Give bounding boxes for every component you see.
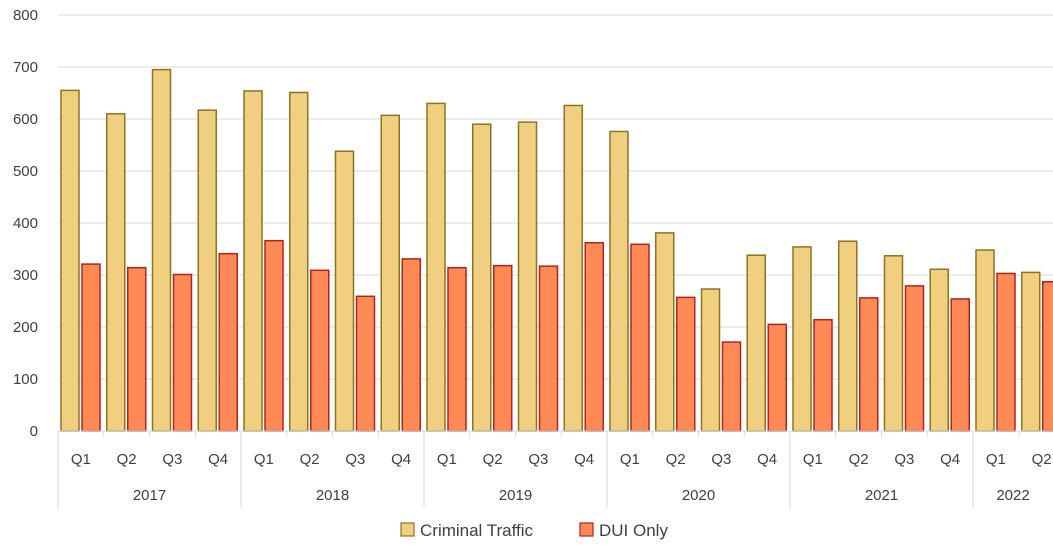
x-tick-quarter: Q1: [71, 451, 91, 468]
x-tick-year: 2020: [682, 487, 715, 504]
y-tick-label: 100: [13, 371, 38, 388]
x-tick-quarter: Q2: [1032, 451, 1052, 468]
bar-dui-only: [630, 243, 650, 432]
bar-criminal-traffic: [197, 109, 217, 432]
bar-criminal-traffic: [655, 232, 675, 432]
x-tick-quarter: Q2: [483, 451, 503, 468]
bar-criminal-traffic: [380, 114, 400, 432]
x-tick-year: 2022: [996, 487, 1029, 504]
x-tick-quarter: Q1: [254, 451, 274, 468]
x-tick-quarter: Q3: [528, 451, 548, 468]
bar-criminal-traffic: [883, 255, 904, 432]
bar-criminal-traffic: [792, 246, 812, 432]
bar-criminal-traffic: [517, 121, 538, 432]
bar-criminal-traffic: [929, 268, 949, 432]
bar-dui-only: [721, 341, 742, 432]
bar-criminal-traffic: [746, 254, 766, 432]
bar-criminal-traffic: [975, 249, 995, 432]
bar-criminal-traffic: [151, 68, 172, 432]
x-tick-quarter: Q2: [666, 451, 686, 468]
x-tick-quarter: Q3: [162, 451, 182, 468]
bar-dui-only: [813, 318, 833, 432]
bar-dui-only: [996, 272, 1016, 432]
bar-dui-only: [355, 295, 376, 432]
bar-criminal-traffic: [700, 288, 721, 432]
bar-criminal-traffic: [609, 130, 629, 432]
bar-dui-only: [767, 323, 787, 432]
y-tick-label: 800: [13, 7, 38, 24]
x-tick-quarter: Q1: [437, 451, 457, 468]
y-tick-label: 300: [13, 267, 38, 284]
x-tick-quarter: Q4: [574, 451, 594, 468]
y-tick-label: 700: [13, 59, 38, 76]
bar-dui-only: [859, 297, 879, 432]
bar-dui-only: [584, 242, 604, 432]
legend-label: DUI Only: [599, 521, 668, 540]
bars: [60, 68, 1053, 432]
bar-criminal-traffic: [472, 123, 492, 432]
bar-dui-only: [904, 285, 925, 432]
bar-criminal-traffic: [426, 102, 446, 432]
y-axis: 0 100 200 300 400 500 600 700 800: [13, 7, 38, 440]
x-tick-year: 2021: [865, 487, 898, 504]
x-tick-quarter: Q4: [757, 451, 777, 468]
bar-dui-only: [264, 239, 284, 432]
bar-dui-only: [676, 296, 696, 432]
x-tick-quarter: Q1: [986, 451, 1006, 468]
y-tick-label: 400: [13, 215, 38, 232]
legend-swatch: [400, 522, 415, 537]
x-tick-quarter: Q2: [300, 451, 320, 468]
x-tick-quarter: Q4: [391, 451, 411, 468]
x-tick-quarter: Q4: [940, 451, 960, 468]
bar-dui-only: [447, 266, 467, 432]
legend-swatch: [579, 522, 594, 537]
x-tick-year: 2017: [133, 487, 166, 504]
bar-dui-only: [1042, 281, 1053, 432]
bar-criminal-traffic: [1021, 271, 1041, 432]
bar-dui-only: [172, 273, 193, 432]
x-tick-quarter: Q4: [208, 451, 228, 468]
x-tick-year: 2019: [499, 487, 532, 504]
x-tick-quarter: Q3: [894, 451, 914, 468]
bar-dui-only: [81, 263, 101, 432]
x-tick-quarter: Q2: [849, 451, 869, 468]
x-axis: Q1 Q2 Q3 Q4 Q1 Q2 Q3 Q4 Q1 Q2 Q3 Q4 Q1 Q2 Q3 Q4 Q1 Q2 Q3 Q4…: [57, 430, 1053, 508]
bar-dui-only: [950, 298, 970, 432]
bar-dui-only: [310, 269, 330, 432]
legend: Criminal Traffic DUI Only: [400, 521, 668, 540]
y-tick-label: 500: [13, 163, 38, 180]
bar-criminal-traffic: [243, 90, 263, 432]
y-tick-label: 600: [13, 111, 38, 128]
legend-label: Criminal Traffic: [420, 521, 534, 540]
y-tick-label: 0: [30, 423, 38, 440]
x-tick-year: 2018: [316, 487, 349, 504]
bar-dui-only: [538, 265, 559, 432]
bar-criminal-traffic: [334, 150, 355, 432]
x-tick-quarter: Q3: [711, 451, 731, 468]
x-tick-quarter: Q1: [803, 451, 823, 468]
x-tick-quarter: Q2: [117, 451, 137, 468]
bar-dui-only: [127, 266, 147, 432]
bar-criminal-traffic: [106, 113, 126, 432]
bar-criminal-traffic: [60, 89, 80, 432]
bar-dui-only: [401, 258, 421, 432]
bar-criminal-traffic: [563, 104, 583, 432]
bar-criminal-traffic: [289, 91, 309, 432]
x-tick-quarter: Q1: [620, 451, 640, 468]
bar-dui-only: [493, 264, 513, 432]
bar-criminal-traffic: [838, 240, 858, 432]
bar-dui-only: [218, 252, 238, 432]
x-tick-quarter: Q3: [345, 451, 365, 468]
y-tick-label: 200: [13, 319, 38, 336]
